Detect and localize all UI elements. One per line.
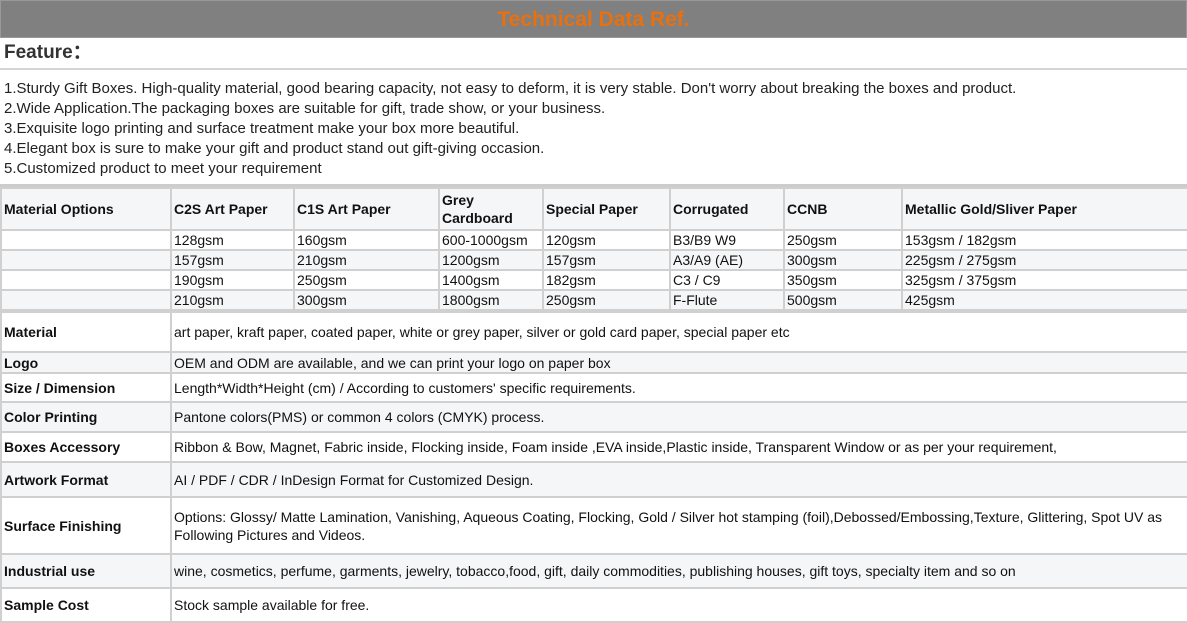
feature-heading: Feature： bbox=[0, 38, 1187, 70]
spec-row: Sample Cost Stock sample available for fr… bbox=[0, 587, 1187, 623]
spec-label: Industrial use bbox=[0, 553, 172, 589]
feature-item: 1.Sturdy Gift Boxes. High-quality materi… bbox=[4, 80, 1017, 97]
table-cell: 300gsm bbox=[293, 289, 440, 311]
table-cell: 250gsm bbox=[293, 269, 440, 291]
table-cell: 157gsm bbox=[542, 249, 671, 271]
feature-item: 4.Elegant box is sure to make your gift … bbox=[4, 140, 545, 157]
spec-label: Material bbox=[0, 311, 172, 353]
table-cell: 128gsm bbox=[170, 229, 295, 251]
spec-label: Artwork Format bbox=[0, 461, 172, 498]
table-row: 128gsm 160gsm 600-1000gsm 120gsm B3/B9 W9 250… bbox=[0, 229, 1187, 251]
table-cell: B3/B9 W9 bbox=[669, 229, 785, 251]
spec-label: Size / Dimension bbox=[0, 372, 172, 403]
spec-row: Industrial use wine, cosmetics, perfume, … bbox=[0, 553, 1187, 589]
column-header: C1S Art Paper bbox=[293, 187, 440, 231]
table-cell: 500gsm bbox=[783, 289, 903, 311]
spec-label: Color Printing bbox=[0, 401, 172, 433]
table-cell: F-Flute bbox=[669, 289, 785, 311]
spec-value: AI / PDF / CDR / InDesign Format for Cus… bbox=[170, 461, 1187, 498]
spec-row: Artwork Format AI / PDF / CDR / InDesign … bbox=[0, 461, 1187, 498]
spec-value: art paper, kraft paper, coated paper, wh… bbox=[170, 311, 1187, 353]
table-cell: 225gsm / 275gsm bbox=[901, 249, 1187, 271]
table-cell bbox=[0, 229, 172, 251]
spec-value: Options: Glossy/ Matte Lamination, Vanis… bbox=[170, 496, 1187, 555]
table-cell: 210gsm bbox=[170, 289, 295, 311]
table-cell: 120gsm bbox=[542, 229, 671, 251]
column-header: Metallic Gold/Sliver Paper bbox=[901, 187, 1187, 231]
title-bar: Technical Data Ref. bbox=[0, 0, 1187, 38]
column-header: Corrugated bbox=[669, 187, 785, 231]
table-cell bbox=[0, 269, 172, 291]
table-cell: 190gsm bbox=[170, 269, 295, 291]
table-cell: A3/A9 (AE) bbox=[669, 249, 785, 271]
table-row: 157gsm 210gsm 1200gsm 157gsm A3/A9 (AE) 300gs… bbox=[0, 249, 1187, 271]
table-cell bbox=[0, 289, 172, 311]
spec-table: Material art paper, kraft paper, coated p… bbox=[0, 311, 1187, 623]
table-cell bbox=[0, 249, 172, 271]
table-row: 210gsm 300gsm 1800gsm 250gsm F-Flute 500gsm 42… bbox=[0, 289, 1187, 311]
table-cell: 160gsm bbox=[293, 229, 440, 251]
table-cell: 153gsm / 182gsm bbox=[901, 229, 1187, 251]
table-cell: 1200gsm bbox=[438, 249, 544, 271]
spec-row: Boxes Accessory Ribbon & Bow, Magnet, Fab… bbox=[0, 431, 1187, 463]
column-header: C2S Art Paper bbox=[170, 187, 295, 231]
table-cell: 1800gsm bbox=[438, 289, 544, 311]
spec-label: Boxes Accessory bbox=[0, 431, 172, 463]
spec-value: wine, cosmetics, perfume, garments, jewe… bbox=[170, 553, 1187, 589]
spec-value: Pantone colors(PMS) or common 4 colors (… bbox=[170, 401, 1187, 433]
table-row: 190gsm 250gsm 1400gsm 182gsm C3 / C9 350gsm 32… bbox=[0, 269, 1187, 291]
spec-value: OEM and ODM are available, and we can pr… bbox=[170, 351, 1187, 374]
table-cell: 300gsm bbox=[783, 249, 903, 271]
column-header: Grey Cardboard bbox=[438, 187, 544, 231]
table-cell: 250gsm bbox=[542, 289, 671, 311]
table-cell: 210gsm bbox=[293, 249, 440, 271]
table-cell: 350gsm bbox=[783, 269, 903, 291]
spec-row: Material art paper, kraft paper, coated p… bbox=[0, 311, 1187, 353]
feature-item: 2.Wide Application.The packaging boxes a… bbox=[4, 100, 606, 117]
table-cell: 182gsm bbox=[542, 269, 671, 291]
spec-row: Surface Finishing Options: Glossy/ Matte … bbox=[0, 496, 1187, 555]
spec-value: Length*Width*Height (cm) / According to … bbox=[170, 372, 1187, 403]
spec-row: Logo OEM and ODM are available, and we ca… bbox=[0, 351, 1187, 374]
spec-row: Size / Dimension Length*Width*Height (cm)… bbox=[0, 372, 1187, 403]
page-title: Technical Data Ref. bbox=[497, 8, 690, 31]
spec-value: Ribbon & Bow, Magnet, Fabric inside, Flo… bbox=[170, 431, 1187, 463]
material-options-table: Material Options C2S Art Paper C1S Art Pap… bbox=[0, 187, 1187, 311]
table-cell: 1400gsm bbox=[438, 269, 544, 291]
table-cell: 425gsm bbox=[901, 289, 1187, 311]
table-cell: 250gsm bbox=[783, 229, 903, 251]
column-header: CCNB bbox=[783, 187, 903, 231]
spec-label: Surface Finishing bbox=[0, 496, 172, 555]
table-header-row: Material Options C2S Art Paper C1S Art Pap… bbox=[0, 187, 1187, 231]
column-header: Material Options bbox=[0, 187, 172, 231]
column-header: Special Paper bbox=[542, 187, 671, 231]
feature-item: 5.Customized product to meet your requir… bbox=[4, 160, 322, 177]
table-cell: 600-1000gsm bbox=[438, 229, 544, 251]
spec-label: Sample Cost bbox=[0, 587, 172, 623]
spec-row: Color Printing Pantone colors(PMS) or com… bbox=[0, 401, 1187, 433]
feature-item: 3.Exquisite logo printing and surface tr… bbox=[4, 120, 520, 137]
table-cell: C3 / C9 bbox=[669, 269, 785, 291]
feature-list: 1.Sturdy Gift Boxes. High-quality materi… bbox=[0, 70, 1187, 187]
table-cell: 157gsm bbox=[170, 249, 295, 271]
table-cell: 325gsm / 375gsm bbox=[901, 269, 1187, 291]
spec-value: Stock sample available for free. bbox=[170, 587, 1187, 623]
spec-label: Logo bbox=[0, 351, 172, 374]
